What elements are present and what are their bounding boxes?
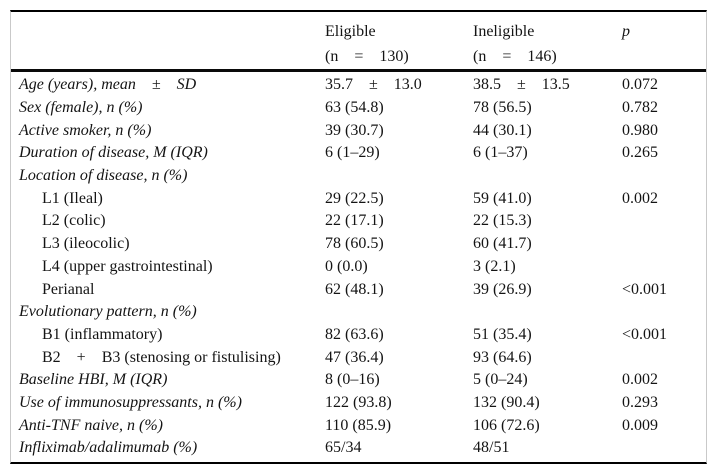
table-row: B1 (inflammatory) 82 (63.6) 51 (35.4) <0… xyxy=(11,324,706,347)
row-label: Perianal xyxy=(42,280,95,298)
eligible-value: 65/34 xyxy=(325,439,362,457)
eligible-value: 82 (63.6) xyxy=(325,325,384,343)
row-label: Active smoker, n (%) xyxy=(19,121,152,139)
study-characteristics-table: Eligible (n = 130) Ineligible (n = 146) … xyxy=(10,10,707,464)
eligible-value: 78 (60.5) xyxy=(325,235,384,253)
row-label: Sex (female), n (%) xyxy=(19,99,143,117)
eligible-value: 8 (0–16) xyxy=(325,371,380,389)
header-eligible-label: Eligible xyxy=(325,23,376,40)
table-row: L1 (Ileal) 29 (22.5) 59 (41.0) 0.002 xyxy=(11,187,706,210)
ineligible-value: 93 (64.6) xyxy=(473,348,532,366)
row-label: L4 (upper gastrointestinal) xyxy=(42,257,213,275)
table-row: L4 (upper gastrointestinal) 0 (0.0) 3 (2… xyxy=(11,256,706,279)
ineligible-value: 48/51 xyxy=(473,439,510,457)
row-label: L2 (colic) xyxy=(42,212,106,230)
row-label: Age (years), mean ± SD xyxy=(19,76,197,94)
table-row: B2 + B3 (stenosing or fistulising) 47 (3… xyxy=(11,346,706,369)
table-row: Infliximab/adalimumab (%) 65/34 48/51 xyxy=(11,437,706,460)
p-value: 0.980 xyxy=(622,121,658,139)
table-row: Evolutionary pattern, n (%) xyxy=(11,301,706,324)
p-value: 0.072 xyxy=(622,76,658,94)
ineligible-value: 22 (15.3) xyxy=(473,212,532,230)
eligible-value: 122 (93.8) xyxy=(325,393,392,411)
row-label: B1 (inflammatory) xyxy=(42,325,163,343)
ineligible-value: 132 (90.4) xyxy=(473,393,540,411)
p-value: 0.002 xyxy=(622,189,658,207)
table-row: Location of disease, n (%) xyxy=(11,165,706,188)
eligible-value: 22 (17.1) xyxy=(325,212,384,230)
row-label: L1 (Ileal) xyxy=(42,189,103,207)
p-value: <0.001 xyxy=(622,325,668,343)
ineligible-value: 78 (56.5) xyxy=(473,99,532,117)
header-empty-cell xyxy=(11,19,325,69)
table-row: Perianal 62 (48.1) 39 (26.9) <0.001 xyxy=(11,278,706,301)
ineligible-value: 39 (26.9) xyxy=(473,280,532,298)
table-row: L3 (ileocolic) 78 (60.5) 60 (41.7) xyxy=(11,233,706,256)
ineligible-value: 51 (35.4) xyxy=(473,325,532,343)
table-row: Sex (female), n (%) 63 (54.8) 78 (56.5) … xyxy=(11,97,706,120)
eligible-value: 0 (0.0) xyxy=(325,257,368,275)
p-value: <0.001 xyxy=(622,280,668,298)
header-ineligible-label: Ineligible xyxy=(473,23,535,40)
ineligible-value: 6 (1–37) xyxy=(473,144,528,162)
eligible-value: 47 (36.4) xyxy=(325,348,384,366)
p-value: 0.009 xyxy=(622,416,658,434)
ineligible-value: 44 (30.1) xyxy=(473,121,532,139)
header-p-label: p xyxy=(622,23,630,40)
eligible-value: 62 (48.1) xyxy=(325,280,384,298)
row-label: Location of disease, n (%) xyxy=(19,167,188,185)
table-header: Eligible (n = 130) Ineligible (n = 146) … xyxy=(11,12,706,72)
p-value: 0.265 xyxy=(622,144,658,162)
eligible-value: 63 (54.8) xyxy=(325,99,384,117)
eligible-value: 110 (85.9) xyxy=(325,416,392,434)
eligible-value: 35.7 ± 13.0 xyxy=(325,76,422,94)
row-label: Duration of disease, M (IQR) xyxy=(19,144,208,162)
table-row: Baseline HBI, M (IQR) 8 (0–16) 5 (0–24) … xyxy=(11,369,706,392)
p-value: 0.782 xyxy=(622,99,658,117)
p-value: 0.002 xyxy=(622,371,658,389)
ineligible-value: 38.5 ± 13.5 xyxy=(473,76,570,94)
row-label: Infliximab/adalimumab (%) xyxy=(19,439,198,457)
row-label: Baseline HBI, M (IQR) xyxy=(19,371,168,389)
table-row: Duration of disease, M (IQR) 6 (1–29) 6 … xyxy=(11,142,706,165)
table-body: Age (years), mean ± SD 35.7 ± 13.0 38.5 … xyxy=(11,72,706,462)
row-label: B2 + B3 (stenosing or fistulising) xyxy=(42,348,281,366)
table-row: Use of immunosuppressants, n (%) 122 (93… xyxy=(11,392,706,415)
table-row: Active smoker, n (%) 39 (30.7) 44 (30.1)… xyxy=(11,119,706,142)
eligible-value: 39 (30.7) xyxy=(325,121,384,139)
table-row: L2 (colic) 22 (17.1) 22 (15.3) xyxy=(11,210,706,233)
header-eligible: Eligible (n = 130) xyxy=(325,19,473,69)
row-label: Evolutionary pattern, n (%) xyxy=(19,303,197,321)
ineligible-value: 60 (41.7) xyxy=(473,235,532,253)
p-value: 0.293 xyxy=(622,393,658,411)
header-ineligible-n: (n = 146) xyxy=(473,48,557,65)
row-label: Anti-TNF naive, n (%) xyxy=(19,416,163,434)
ineligible-value: 3 (2.1) xyxy=(473,257,516,275)
table-row: Age (years), mean ± SD 35.7 ± 13.0 38.5 … xyxy=(11,74,706,97)
eligible-value: 29 (22.5) xyxy=(325,189,384,207)
ineligible-value: 59 (41.0) xyxy=(473,189,532,207)
table-row: Anti-TNF naive, n (%) 110 (85.9) 106 (72… xyxy=(11,414,706,437)
eligible-value: 6 (1–29) xyxy=(325,144,380,162)
header-eligible-n: (n = 130) xyxy=(325,48,409,65)
ineligible-value: 5 (0–24) xyxy=(473,371,528,389)
header-ineligible: Ineligible (n = 146) xyxy=(473,19,622,69)
row-label: Use of immunosuppressants, n (%) xyxy=(19,393,242,411)
row-label: L3 (ileocolic) xyxy=(42,235,130,253)
ineligible-value: 106 (72.6) xyxy=(473,416,540,434)
